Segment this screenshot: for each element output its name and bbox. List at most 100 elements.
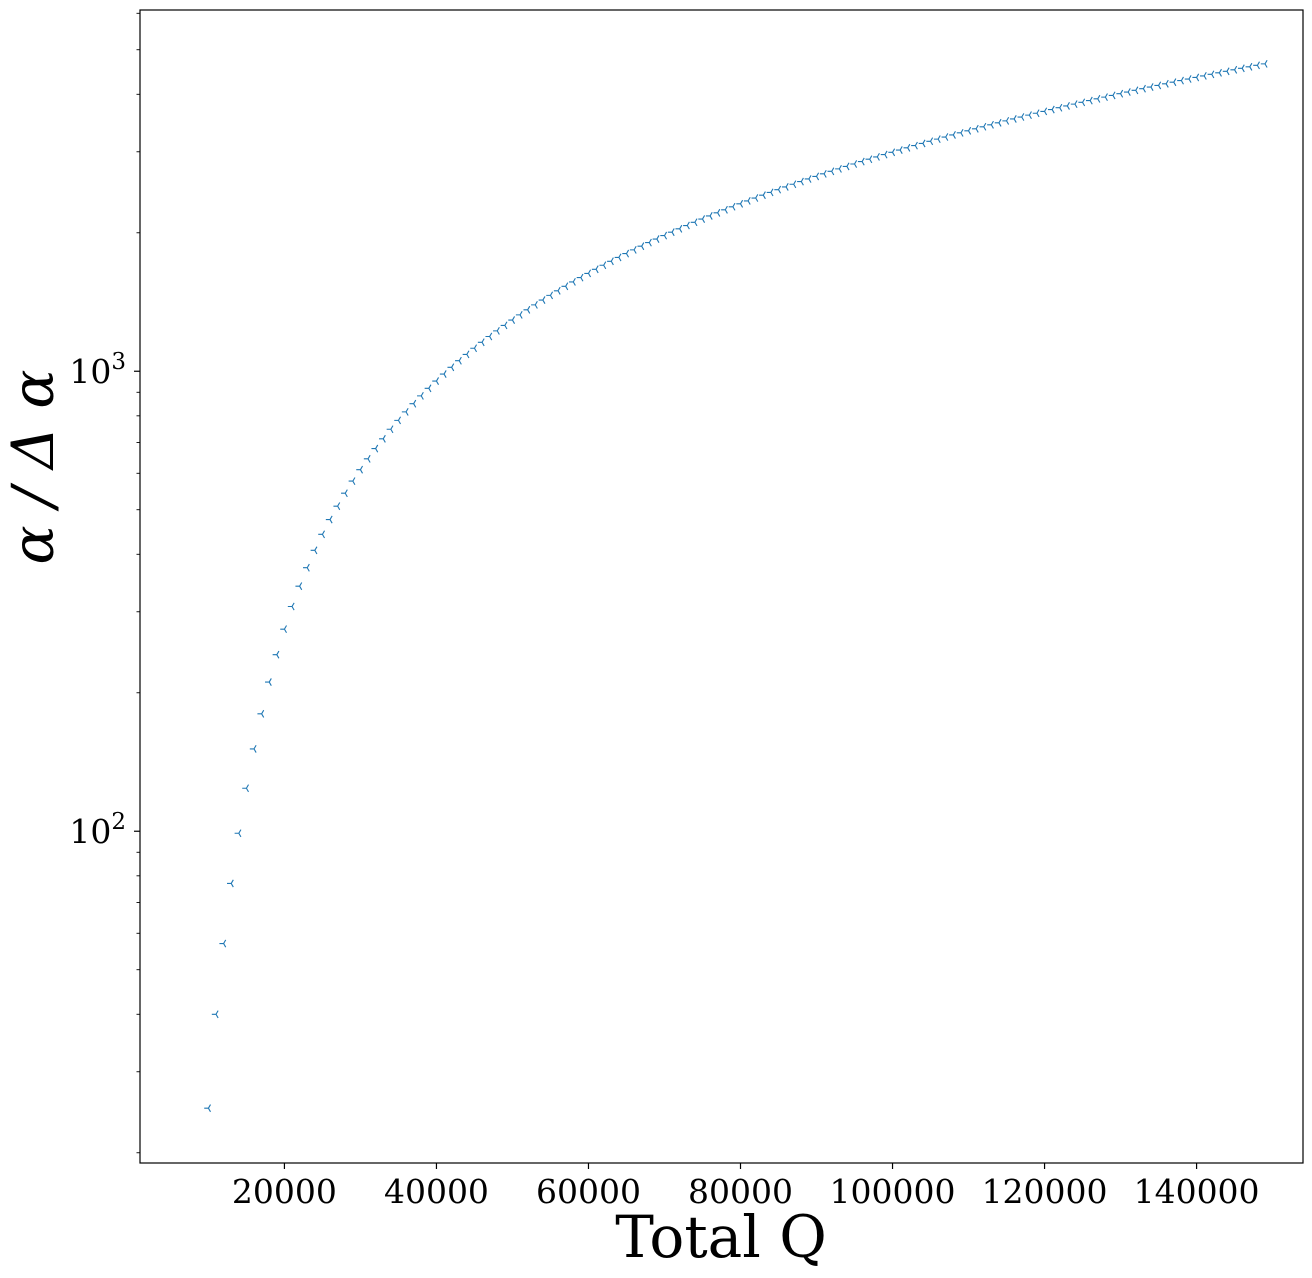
data-point <box>257 709 265 718</box>
data-point <box>363 454 371 463</box>
data-point <box>493 326 500 335</box>
data-point <box>728 202 736 211</box>
data-point <box>607 257 614 266</box>
data-point <box>797 177 804 186</box>
x-tick-label: 80000 <box>688 1172 793 1211</box>
data-point <box>371 444 379 453</box>
data-point <box>409 399 417 408</box>
data-point <box>1230 65 1238 74</box>
data-point <box>447 363 455 372</box>
data-point <box>683 221 690 230</box>
data-point <box>759 191 766 200</box>
data-point <box>614 253 622 262</box>
data-point <box>1192 73 1200 82</box>
data-point <box>994 118 1002 127</box>
data-point <box>1063 102 1070 110</box>
data-point <box>964 126 972 135</box>
data-point <box>842 162 850 171</box>
data-point <box>280 625 288 634</box>
y-axis-label: α / Δ α <box>0 369 67 564</box>
data-point <box>417 391 424 400</box>
plot-background <box>140 10 1303 1163</box>
data-point <box>242 784 249 793</box>
data-series <box>204 59 1268 1113</box>
data-point <box>690 218 698 227</box>
data-point <box>1184 75 1192 83</box>
data-point <box>667 228 675 237</box>
data-point <box>1161 79 1169 88</box>
data-point <box>629 245 637 254</box>
data-point <box>599 261 607 270</box>
data-point <box>1078 98 1086 107</box>
data-point <box>774 185 782 194</box>
data-point <box>523 305 531 314</box>
data-point <box>865 155 873 164</box>
data-point <box>379 434 386 443</box>
x-tick-label: 120000 <box>982 1172 1108 1211</box>
data-point <box>211 1010 219 1019</box>
data-point <box>386 425 394 434</box>
y-tick-label: 103 <box>69 349 126 391</box>
data-point <box>949 131 956 139</box>
data-point <box>804 175 812 183</box>
data-point <box>1146 83 1154 91</box>
data-point <box>455 356 462 365</box>
data-point <box>926 137 934 146</box>
data-point <box>1245 62 1253 71</box>
data-point <box>432 377 440 385</box>
data-point <box>1040 107 1048 116</box>
data-point <box>1215 68 1222 77</box>
data-point <box>310 546 318 555</box>
data-point <box>1002 116 1010 125</box>
data-point <box>713 208 721 217</box>
data-point <box>1032 109 1040 118</box>
data-point <box>584 269 592 278</box>
data-point <box>477 338 485 347</box>
data-point <box>850 160 858 168</box>
data-point <box>546 291 554 300</box>
x-tick-label: 40000 <box>384 1172 489 1211</box>
data-point <box>515 310 523 319</box>
y-ticks: 102 103 <box>69 349 140 851</box>
data-point <box>1009 115 1017 123</box>
data-point <box>508 316 516 324</box>
data-point <box>622 249 630 258</box>
data-point <box>819 169 827 178</box>
data-point <box>1154 81 1162 90</box>
data-point <box>219 939 227 948</box>
data-point <box>1108 91 1116 100</box>
data-point <box>903 143 911 152</box>
data-point <box>941 133 949 141</box>
data-point <box>333 502 341 511</box>
data-point <box>660 231 668 240</box>
data-point <box>880 150 888 159</box>
data-point <box>766 188 774 197</box>
data-point <box>1085 96 1093 105</box>
data-point <box>1070 100 1078 109</box>
data-point <box>835 164 842 173</box>
data-point <box>1116 89 1124 98</box>
data-point <box>895 146 903 154</box>
data-point <box>987 120 994 129</box>
data-point <box>470 344 478 353</box>
data-point <box>561 282 569 291</box>
data-point <box>675 224 683 233</box>
data-point <box>971 124 979 133</box>
data-point <box>265 678 272 686</box>
data-point <box>645 238 652 247</box>
data-point <box>1207 70 1215 79</box>
plot-frame <box>139 9 1304 1164</box>
data-point <box>1123 88 1131 96</box>
data-point <box>911 141 918 150</box>
data-point <box>272 650 280 659</box>
data-point <box>781 183 789 191</box>
data-point <box>743 196 751 205</box>
data-point <box>979 122 987 131</box>
data-point <box>287 602 295 611</box>
data-point <box>1047 105 1055 114</box>
data-point <box>918 139 926 148</box>
data-point <box>1139 84 1146 93</box>
data-point <box>576 273 584 282</box>
data-point <box>888 148 896 157</box>
data-point <box>827 167 835 176</box>
